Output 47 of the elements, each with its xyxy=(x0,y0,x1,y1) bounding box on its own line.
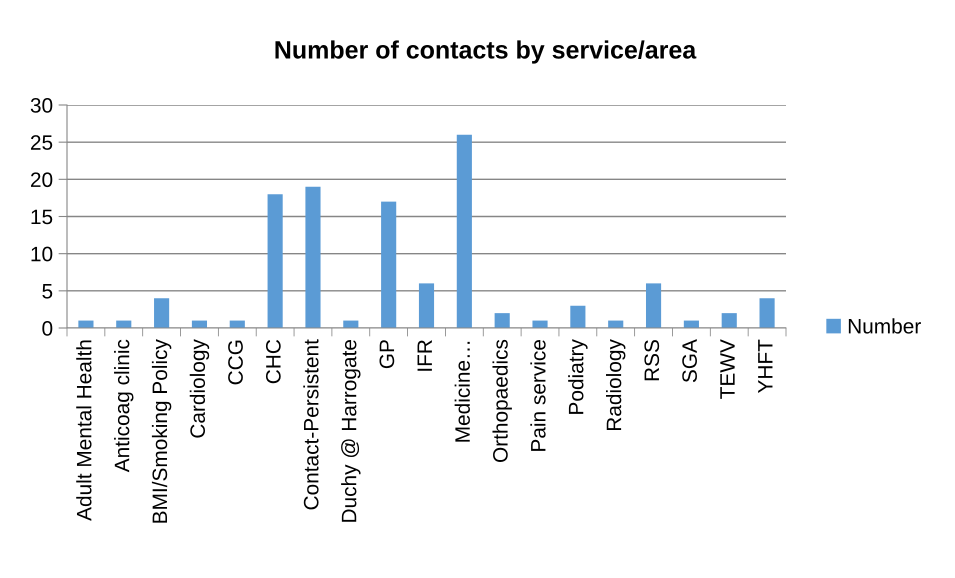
x-tick-label: BMI/Smoking Policy xyxy=(152,339,172,523)
bar xyxy=(608,320,624,328)
bar xyxy=(305,186,321,328)
x-tick-label: Anticoag clinic xyxy=(114,340,134,472)
bar xyxy=(381,202,396,328)
bar xyxy=(230,320,245,328)
bar xyxy=(343,320,358,328)
bar xyxy=(570,306,586,328)
x-tick-label: TEWV xyxy=(720,339,735,399)
x-tick-label: Podiatry xyxy=(568,339,588,414)
y-tick-label: 25 xyxy=(30,135,52,150)
y-tick-label: 20 xyxy=(30,172,52,188)
x-tick-label: Pain service xyxy=(530,340,546,451)
bar xyxy=(78,320,94,328)
x-tick-label: CCG xyxy=(228,340,243,384)
y-tick-label: 10 xyxy=(32,246,52,262)
bar xyxy=(494,313,510,328)
x-tick-label: GP xyxy=(380,340,394,368)
y-tick-label: 15 xyxy=(32,210,52,224)
bar xyxy=(456,134,472,328)
bar xyxy=(722,313,737,328)
x-tick-label: Medicine… xyxy=(454,342,470,442)
bar xyxy=(646,283,662,328)
x-tick-label: CHC xyxy=(266,340,281,384)
bar xyxy=(760,298,775,328)
bar xyxy=(532,320,548,328)
x-tick-label: Duchy @ Harrogate xyxy=(341,340,361,522)
x-tick-label: YHFT xyxy=(758,340,772,394)
y-tick-label: 5 xyxy=(42,284,52,299)
bar xyxy=(684,320,699,328)
legend-label: Number xyxy=(848,318,921,334)
bar xyxy=(268,194,283,328)
x-tick-label: IFR xyxy=(418,340,432,371)
bar xyxy=(192,320,208,328)
x-tick-label: Adult Mental Health xyxy=(76,340,92,521)
x-tick-label: Contact-Persistent xyxy=(303,339,319,510)
y-tick-label: 0 xyxy=(42,321,52,336)
x-tick-label: RSS xyxy=(644,340,660,380)
chart-title: Number of contacts by service/area xyxy=(275,40,696,64)
bar xyxy=(154,298,170,328)
bar xyxy=(116,320,132,328)
x-tick-label: SGA xyxy=(682,339,697,382)
y-tick-label: 30 xyxy=(30,98,52,113)
x-tick-label: Orthopaedics xyxy=(492,340,512,462)
x-tick-label: Cardiology xyxy=(190,339,210,438)
x-tick-label: Radiology xyxy=(606,339,626,430)
bar xyxy=(418,283,434,328)
